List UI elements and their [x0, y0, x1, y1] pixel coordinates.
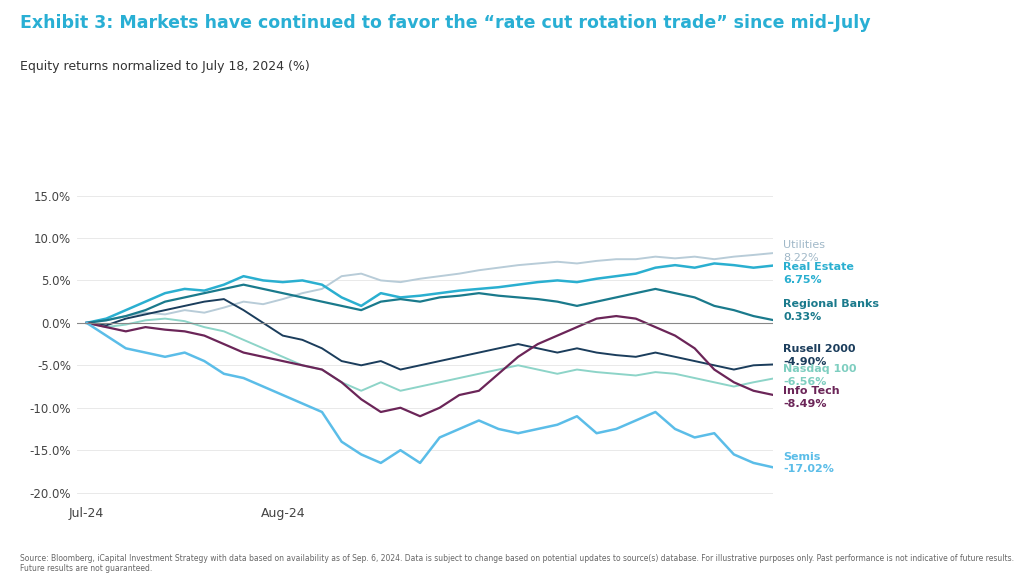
Text: Exhibit 3: Markets have continued to favor the “rate cut rotation trade” since m: Exhibit 3: Markets have continued to fav…	[20, 14, 871, 32]
Text: Info Tech
-8.49%: Info Tech -8.49%	[783, 386, 840, 409]
Text: Real Estate
6.75%: Real Estate 6.75%	[783, 262, 854, 285]
Text: Regional Banks
0.33%: Regional Banks 0.33%	[783, 299, 880, 321]
Text: Rusell 2000
-4.90%: Rusell 2000 -4.90%	[783, 344, 856, 366]
Text: Equity returns normalized to July 18, 2024 (%): Equity returns normalized to July 18, 20…	[20, 60, 310, 74]
Text: Source: Bloomberg, iCapital Investment Strategy with data based on availability : Source: Bloomberg, iCapital Investment S…	[20, 554, 1015, 573]
Text: Nasdaq 100
-6.56%: Nasdaq 100 -6.56%	[783, 364, 857, 387]
Text: Utilities
8.22%: Utilities 8.22%	[783, 240, 825, 263]
Text: Semis
-17.02%: Semis -17.02%	[783, 452, 835, 474]
